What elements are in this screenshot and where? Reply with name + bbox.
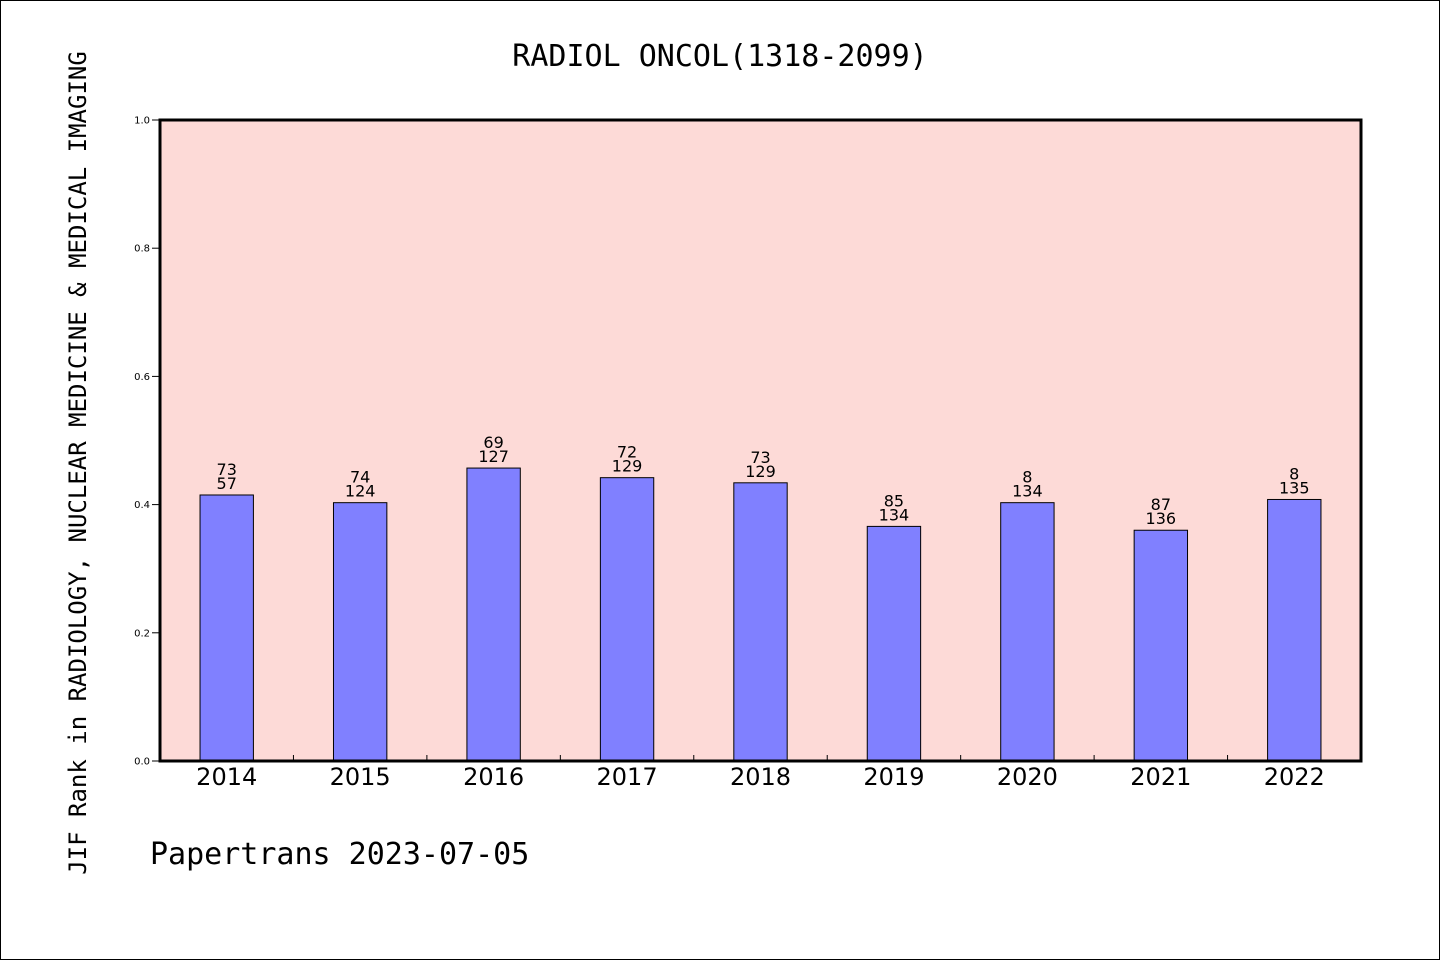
bar-2021 — [1133, 529, 1189, 762]
footer-credit: Papertrans 2023-07-05 — [150, 837, 529, 872]
bar-label-bottom-2014: 57 — [217, 474, 237, 493]
bar-label-top-2019: 85 — [884, 491, 904, 510]
bar-label-top-2016: 69 — [483, 433, 503, 452]
bar-label-bottom-2020: 134 — [1012, 482, 1043, 501]
x-tick-label-2019: 2019 — [863, 763, 924, 791]
bar-2018 — [733, 482, 788, 762]
bar-2022 — [1267, 498, 1322, 762]
bar-label-bottom-2021: 136 — [1146, 509, 1177, 528]
y-tick-label: 0.2 — [134, 628, 150, 639]
y-tick-label: 0.0 — [134, 757, 150, 768]
y-tick-label: 0.6 — [134, 372, 150, 383]
x-tick-label-2022: 2022 — [1264, 763, 1325, 791]
y-tick-label: 1.0 — [134, 116, 150, 127]
bar-2014 — [199, 494, 254, 762]
bar-label-top-2020: 8 — [1022, 468, 1032, 487]
y-axis-label: JIF Rank in RADIOLOGY, NUCLEAR MEDICINE … — [64, 51, 92, 875]
bar-2016 — [466, 467, 521, 762]
chart-title: RADIOL ONCOL(1318-2099) — [512, 39, 927, 74]
y-tick-label: 0.4 — [134, 500, 150, 511]
bar-label-bottom-2016: 127 — [478, 447, 509, 466]
bar-label-top-2022: 8 — [1289, 464, 1299, 483]
bar-2019 — [866, 525, 922, 762]
bar-label-top-2017: 72 — [617, 443, 637, 462]
bar-label-top-2015: 74 — [350, 468, 370, 487]
x-tick-label-2021: 2021 — [1130, 763, 1191, 791]
bar-label-bottom-2022: 135 — [1279, 478, 1310, 497]
x-tick-label-2015: 2015 — [330, 763, 391, 791]
y-tick-label: 0.8 — [134, 244, 150, 255]
bar-2015 — [332, 502, 388, 762]
x-tick-label-2020: 2020 — [997, 763, 1058, 791]
x-tick-label-2016: 2016 — [463, 763, 524, 791]
plot-border — [158, 118, 1363, 763]
bar-2017 — [599, 477, 655, 762]
x-tick-label-2017: 2017 — [597, 763, 658, 791]
bars-layer — [199, 467, 1322, 762]
bar-label-bottom-2015: 124 — [345, 482, 376, 501]
bar-label-bottom-2018: 129 — [745, 462, 776, 481]
bar-label-top-2014: 73 — [217, 460, 237, 479]
bar-label-top-2018: 73 — [750, 448, 770, 467]
bar-2020 — [1000, 502, 1055, 762]
y-axis-ticks: 0.0 0.2 0.4 0.6 0.8 1.0 — [134, 116, 160, 768]
x-tick-label-2018: 2018 — [730, 763, 791, 791]
x-tick-label-2014: 2014 — [196, 763, 257, 791]
bar-label-bottom-2017: 129 — [612, 457, 643, 476]
bar-label-bottom-2019: 134 — [879, 505, 910, 524]
x-axis-ticks: 2014 2015 2016 2017 2018 2019 2020 2021 2022 — [196, 755, 1325, 791]
bar-label-top-2021: 87 — [1151, 495, 1171, 514]
